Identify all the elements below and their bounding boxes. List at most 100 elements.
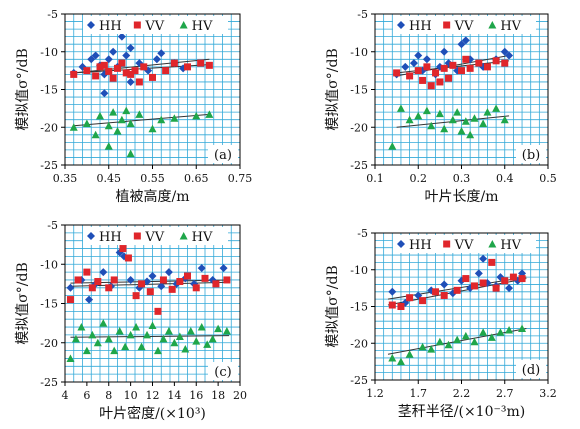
panel-label-text: (c) (214, 365, 231, 380)
hv-point (181, 345, 190, 353)
x-tick-label: 0.45 (97, 172, 122, 185)
vv-point (414, 67, 422, 75)
hh-point (100, 89, 109, 98)
hv-point (488, 240, 497, 248)
vv-point (149, 73, 156, 81)
vv-point (105, 284, 113, 292)
hv-point (115, 326, 124, 335)
hh-point (87, 21, 95, 29)
hh-point (500, 47, 509, 56)
y-tick-label: -15 (350, 84, 368, 97)
vv-point (132, 292, 140, 300)
x-tick-label: 10 (124, 389, 138, 402)
series-hv (388, 324, 527, 366)
hh-point (152, 55, 161, 64)
x-tick-label: 0.1 (366, 172, 384, 185)
legend-label-hh: HH (99, 19, 122, 34)
y-axis-label: 模拟值σ°/dB (15, 48, 31, 131)
vv-point (492, 284, 500, 292)
hv-point (126, 330, 135, 339)
vv-point (443, 240, 451, 248)
vv-point (100, 61, 108, 69)
vv-point (83, 268, 91, 276)
vv-point (419, 76, 427, 84)
vv-point (509, 273, 517, 281)
vv-point (406, 294, 414, 302)
series-vv (70, 59, 213, 86)
hv-point (82, 119, 91, 127)
x-axis-label: 茎秆半径/(×10⁻³m) (398, 404, 525, 420)
legend: HH VV HV (393, 235, 536, 253)
y-tick-label: -5 (47, 219, 58, 232)
vv-point (92, 72, 100, 80)
hh-point (126, 43, 135, 52)
vv-point (445, 74, 453, 82)
vv-point (470, 282, 478, 290)
vv-point (432, 69, 440, 77)
panel-label: (d) (516, 360, 546, 378)
y-tick-label: -25 (40, 159, 58, 172)
x-tick-label: 4 (62, 389, 69, 402)
x-axis-label: 植被高度/m (116, 188, 190, 205)
hh-point (99, 268, 108, 277)
vv-point (114, 64, 121, 72)
hv-point (77, 323, 86, 331)
legend-label-vv: VV (454, 238, 474, 253)
hv-point (99, 319, 108, 327)
hv-point (440, 124, 449, 133)
hv-point (192, 111, 201, 120)
hv-point (203, 340, 212, 348)
hh-point (91, 51, 100, 60)
chart-panel-2: 0.1 0.2 0.3 0.4 0.5 -5 -10 -15 -20 -25 叶片长度/m 模拟值σ°… (325, 8, 557, 205)
hh-point (87, 232, 95, 240)
hv-point (82, 346, 91, 355)
vv-point (74, 276, 82, 284)
legend-label-hv: HV (192, 230, 213, 245)
panel-label-bg (208, 145, 238, 163)
vv-point (109, 74, 117, 82)
hv-point (175, 332, 184, 340)
hv-point (135, 110, 144, 118)
vv-point (205, 61, 213, 69)
vv-point (406, 72, 414, 80)
hv-point (414, 111, 423, 120)
x-tick-label: 1.7 (410, 387, 428, 400)
hh-point (479, 254, 488, 263)
hv-point (113, 127, 122, 135)
hh-point (126, 275, 135, 284)
panel-label: (c) (208, 362, 238, 380)
hv-point (104, 121, 113, 130)
hh-point (505, 284, 514, 293)
hv-point (132, 323, 141, 331)
hh-point (104, 55, 113, 64)
chart-panel-3: 4 6 8 10 12 14 16 18 20 -5 -10 -15 -20 -25 叶片密度/(×10³)… (15, 219, 247, 422)
hv-point (483, 108, 492, 116)
legend-label-hv: HV (500, 19, 521, 34)
legend-bg (393, 16, 536, 34)
legend-label-hv: HV (192, 19, 213, 34)
x-tick-label: 0.3 (453, 172, 471, 185)
vv-point (419, 297, 427, 305)
hv-point (396, 104, 405, 112)
hv-point (88, 330, 97, 339)
vv-point (122, 69, 130, 77)
hv-point (66, 354, 75, 362)
hv-point (197, 323, 206, 331)
hh-point (87, 55, 96, 64)
hv-point (109, 108, 118, 116)
vv-point (168, 285, 176, 293)
x-tick-label: 8 (105, 389, 112, 402)
legend-label-hh: HH (99, 230, 122, 245)
x-tick-label: 0.65 (184, 172, 209, 185)
y-tick-label: -25 (350, 159, 368, 172)
vv-point (66, 296, 74, 304)
vv-point (146, 288, 154, 296)
x-tick-label: 0.55 (140, 172, 165, 185)
vv-point (436, 78, 444, 86)
hv-point (466, 130, 475, 139)
hv-point (435, 109, 444, 118)
x-tick-label: 18 (211, 389, 225, 402)
hh-point (422, 55, 431, 64)
series-vv (66, 245, 231, 315)
hv-point (422, 106, 431, 115)
